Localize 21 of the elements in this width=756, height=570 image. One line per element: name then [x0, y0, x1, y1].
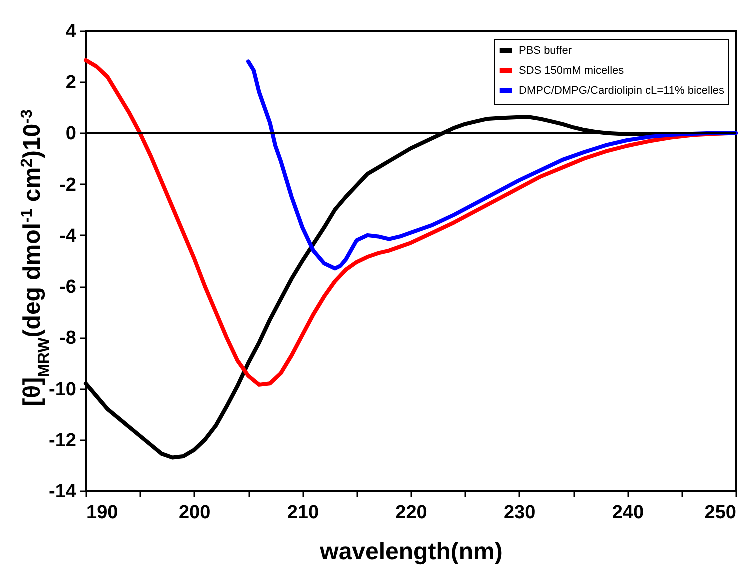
y-tick-label: -6	[60, 277, 76, 298]
y-tick-label: -8	[60, 328, 76, 350]
x-tick-label: 210	[287, 502, 320, 524]
x-tick-label: 200	[178, 502, 211, 524]
x-tick-label: 240	[612, 502, 644, 524]
y-tick-label: -2	[60, 174, 76, 196]
x-tick-label: 230	[504, 502, 536, 524]
x-tick-label: 190	[86, 502, 118, 524]
y-tick-label: -12	[49, 430, 76, 452]
y-tick-label: -10	[49, 379, 76, 400]
legend-label: DMPC/DMPG/Cardiolipin cL=11% bicelles	[519, 85, 726, 97]
y-tick-label: 0	[66, 124, 76, 145]
x-tick-label: 250	[704, 502, 736, 524]
y-tick-label: -4	[60, 226, 77, 247]
legend-label: SDS 150mM micelles	[519, 65, 625, 77]
x-axis-title: wavelength(nm)	[319, 538, 503, 566]
y-tick-label: -14	[49, 482, 77, 502]
legend-label: PBS buffer	[519, 45, 572, 57]
x-tick-label: 220	[396, 502, 428, 524]
y-tick-label: 4	[66, 22, 77, 42]
y-tick-label: 2	[66, 72, 76, 94]
